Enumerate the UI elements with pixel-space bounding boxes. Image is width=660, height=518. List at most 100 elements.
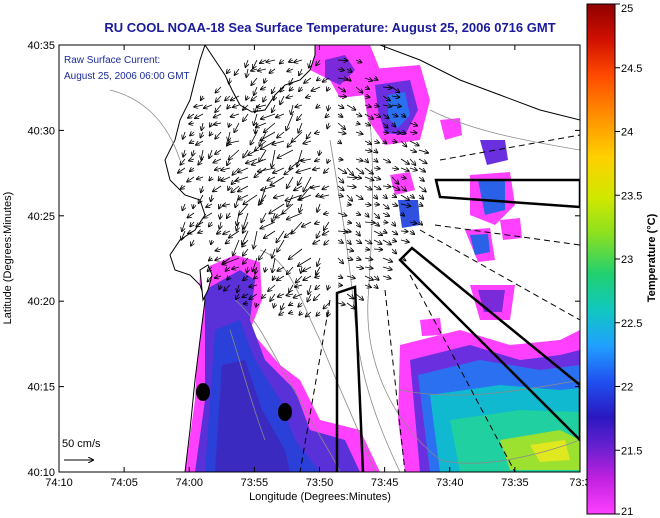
current-vector	[419, 222, 422, 225]
land	[59, 45, 580, 472]
current-vector	[272, 248, 276, 258]
current-vector	[355, 267, 363, 268]
current-vector	[293, 293, 303, 298]
current-vector	[355, 221, 360, 227]
current-vector	[296, 167, 312, 172]
x-tick-label: 74:10	[45, 477, 73, 489]
current-vector	[418, 168, 425, 172]
current-vector	[269, 203, 285, 214]
current-vector	[299, 68, 302, 75]
y-tick-label: 40:30	[27, 125, 55, 137]
current-vector	[295, 285, 303, 287]
current-vector	[201, 149, 203, 160]
current-vector	[373, 212, 379, 218]
current-vector	[313, 168, 321, 170]
current-vector	[194, 105, 204, 107]
current-vector	[364, 240, 372, 244]
current-vector	[382, 105, 392, 106]
shipping-lane-east	[434, 178, 580, 209]
current-vector	[247, 266, 248, 273]
sst-patch	[530, 440, 570, 462]
current-vector	[272, 104, 275, 112]
current-vector	[355, 177, 361, 178]
x-tick-label: 74:05	[110, 477, 138, 489]
current-vector	[189, 159, 195, 161]
current-vector	[277, 131, 285, 138]
current-vector	[258, 69, 267, 71]
current-vector	[299, 87, 302, 91]
current-vector	[346, 177, 356, 178]
current-vector	[239, 194, 249, 200]
colorbar-tick-label: 25	[621, 3, 633, 15]
colorbar-tick-label: 22	[621, 382, 633, 394]
sst-field	[175, 45, 580, 472]
scale-label: 50 cm/s	[62, 438, 101, 450]
current-vector	[229, 230, 240, 238]
current-vector	[289, 77, 293, 85]
current-vector	[320, 195, 330, 197]
current-vector	[265, 266, 266, 272]
current-vector	[418, 158, 427, 163]
current-vector	[391, 132, 401, 133]
current-vector	[364, 123, 370, 126]
current-vector	[382, 87, 392, 88]
current-vector	[235, 176, 249, 181]
current-vector	[227, 212, 230, 218]
current-vector	[259, 194, 267, 205]
current-vector	[291, 104, 293, 114]
current-vector	[213, 158, 222, 163]
current-vector	[231, 114, 240, 117]
current-vector	[317, 203, 320, 212]
x-tick-label: 73:50	[306, 477, 334, 489]
current-vector	[249, 285, 258, 287]
current-vector	[391, 168, 398, 169]
x-tick-label: 73:40	[436, 477, 464, 489]
current-vector	[391, 86, 399, 93]
current-vector	[277, 266, 285, 271]
chart-title: RU COOL NOAA-18 Sea Surface Temperature:…	[104, 20, 555, 35]
current-vector	[346, 167, 353, 175]
current-vector	[261, 212, 267, 222]
current-vector	[409, 158, 415, 165]
current-vector	[311, 86, 321, 91]
current-vector	[289, 312, 293, 313]
x-tick-label: 73:55	[241, 477, 269, 489]
current-vector	[355, 60, 362, 63]
current-vector	[316, 59, 321, 66]
current-vector	[337, 122, 345, 129]
current-vector	[373, 168, 380, 169]
current-vector	[409, 140, 419, 146]
current-vector	[383, 195, 387, 198]
current-vector	[355, 167, 364, 174]
current-vector	[257, 105, 267, 107]
radar-site-marker	[196, 383, 210, 401]
current-vector	[232, 267, 240, 269]
current-vector	[315, 276, 321, 277]
current-vector	[294, 60, 303, 62]
current-vector	[337, 240, 343, 243]
current-vector	[347, 204, 351, 205]
current-vector	[400, 177, 406, 178]
current-vector	[243, 212, 249, 229]
current-vector	[346, 194, 352, 201]
current-vector	[289, 87, 293, 91]
current-vector	[260, 131, 276, 140]
current-vector	[237, 284, 239, 292]
current-vector	[373, 276, 379, 280]
current-vector	[365, 87, 369, 89]
current-vector	[258, 167, 276, 172]
current-vector	[228, 141, 240, 143]
current-vector	[364, 222, 375, 223]
current-vector	[306, 131, 312, 139]
current-vector	[287, 194, 294, 207]
current-vector	[355, 114, 362, 116]
current-vector	[198, 158, 204, 165]
current-vector	[315, 284, 321, 289]
current-vector	[266, 60, 276, 62]
current-vector	[392, 222, 395, 226]
colorbar-tick-label: 24	[621, 127, 633, 139]
colorbar-tick-label: 23.5	[621, 190, 642, 202]
current-vector	[222, 257, 240, 264]
current-vector	[260, 221, 276, 229]
current-vector	[392, 195, 396, 197]
